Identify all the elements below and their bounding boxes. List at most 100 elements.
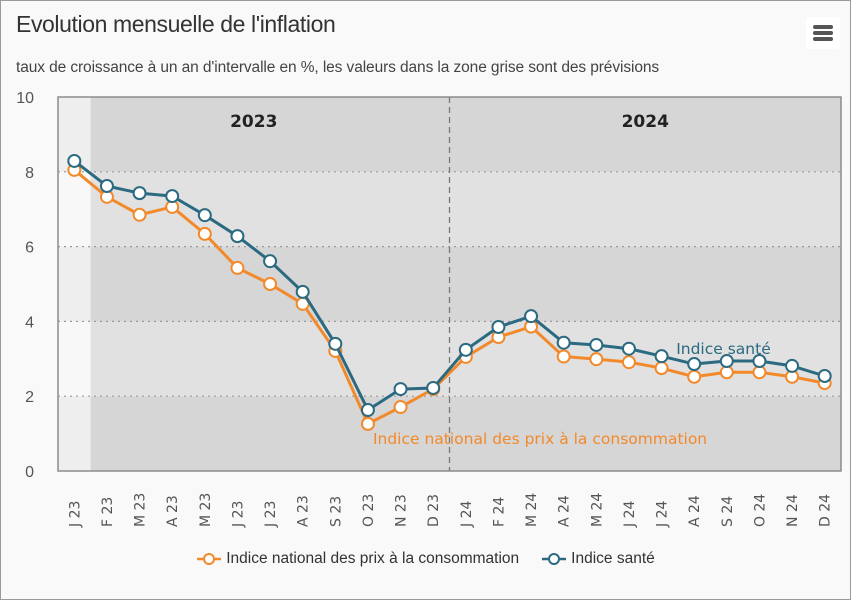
x-tick-label: O 24 — [752, 494, 768, 527]
x-tick-label: S 24 — [720, 496, 736, 527]
x-tick-label: D 24 — [818, 494, 834, 527]
x-tick-label: M 23 — [133, 493, 149, 527]
data-point-sante — [491, 320, 506, 335]
plot-background-bands — [58, 97, 841, 471]
data-point-sante — [67, 153, 82, 168]
x-tick-label: S 23 — [328, 496, 344, 527]
data-point-ipc — [687, 369, 702, 384]
legend-circle-sante — [548, 553, 561, 565]
data-point-sante — [556, 335, 571, 350]
y-tick-label: 4 — [25, 314, 34, 331]
data-point-ipc — [589, 352, 604, 367]
data-point-sante — [295, 284, 310, 299]
data-point-sante — [687, 357, 702, 372]
legend-label-sante: Indice santé — [571, 550, 655, 567]
forecast-band — [90, 246, 841, 322]
x-tick-label: F 24 — [491, 497, 507, 527]
actual-band — [58, 321, 91, 397]
legend-label-ipc: Indice national des prix à la consommati… — [226, 550, 520, 567]
legend: Indice national des prix à la consommati… — [0, 550, 851, 568]
legend-circle-ipc — [203, 553, 216, 565]
x-tick-label: J 24 — [622, 501, 638, 528]
hamburger-menu-icon — [813, 25, 833, 29]
chart-subtitle: taux de croissance à un an d'intervalle … — [16, 59, 660, 76]
actual-band — [58, 171, 91, 247]
data-point-ipc — [360, 416, 375, 431]
y-tick-label: 6 — [25, 240, 34, 257]
plot-border — [57, 96, 842, 472]
x-tick-label: M 23 — [198, 493, 214, 527]
x-tick-label: M 24 — [524, 493, 540, 527]
hamburger-menu-icon-bar — [813, 31, 833, 35]
data-point-ipc — [263, 277, 278, 291]
legend-marker-icon — [542, 553, 567, 565]
data-point-sante — [132, 186, 147, 201]
forecast-band — [90, 396, 841, 471]
x-tick-label: N 24 — [785, 494, 801, 527]
data-point-ipc — [230, 260, 245, 275]
data-point-ipc — [654, 361, 669, 376]
forecast-band — [90, 171, 841, 247]
x-tick-label: J 24 — [655, 501, 671, 528]
series-group — [67, 153, 832, 431]
data-point-ipc — [719, 365, 734, 380]
data-point-sante — [328, 336, 343, 351]
forecast-band — [90, 97, 841, 172]
data-point-sante — [719, 354, 734, 369]
x-axis-ticks: J 23 F 23 M 23 A 23 M 23 J 23 J 23 A 23 S 23 O 23… — [67, 493, 833, 528]
actual-band — [58, 396, 91, 471]
x-tick-label: M 24 — [589, 493, 605, 527]
y-tick-label: 10 — [16, 90, 34, 107]
y-axis-ticks: 0 2 4 6 8 10 — [16, 90, 34, 481]
data-point-ipc — [752, 365, 767, 380]
series-annotation-ipc: Indice national des prix à la consommati… — [373, 430, 707, 448]
data-point-sante — [263, 254, 278, 269]
year-label: 2023 — [230, 112, 277, 132]
x-tick-label: J 23 — [263, 501, 279, 528]
x-tick-label: D 23 — [426, 494, 442, 527]
series-annotations: Indice national des prix à la consommati… — [373, 340, 771, 448]
data-point-sante — [230, 229, 245, 244]
y-tick-label: 0 — [25, 464, 34, 481]
chart-menu-button[interactable] — [806, 17, 840, 49]
chart-title: Evolution mensuelle de l'inflation — [16, 11, 336, 37]
actual-band — [58, 246, 91, 322]
x-tick-label: A 24 — [687, 495, 703, 527]
data-point-sante — [621, 341, 636, 356]
grid-lines — [58, 97, 841, 471]
data-point-sante — [458, 342, 473, 357]
data-point-sante — [752, 354, 767, 369]
data-point-ipc — [197, 226, 212, 241]
y-tick-label: 2 — [25, 389, 34, 406]
x-tick-label: F 23 — [100, 497, 116, 527]
legend-item-ipc[interactable]: Indice national des prix à la consommati… — [196, 550, 519, 568]
data-point-sante — [654, 349, 669, 364]
data-point-sante — [393, 382, 408, 397]
data-point-sante — [785, 358, 800, 373]
x-tick-label: J 23 — [230, 501, 246, 528]
data-point-ipc — [132, 207, 147, 222]
x-tick-label: A 23 — [165, 495, 181, 527]
year-labels: 2023 2024 — [230, 112, 669, 132]
data-point-ipc — [556, 349, 571, 364]
data-point-sante — [99, 179, 114, 194]
legend-item-sante[interactable]: Indice santé — [541, 550, 655, 568]
x-tick-label: O 23 — [361, 494, 377, 527]
x-tick-label: N 23 — [394, 494, 410, 527]
x-tick-label: J 24 — [459, 501, 475, 528]
data-point-sante — [524, 309, 539, 324]
hamburger-menu-icon-bar — [813, 37, 833, 41]
data-point-ipc — [621, 355, 636, 370]
legend-marker-icon — [197, 553, 222, 565]
y-tick-label: 8 — [25, 165, 34, 182]
data-point-sante — [426, 380, 441, 395]
data-point-sante — [360, 403, 375, 418]
series-annotation-sante: Indice santé — [676, 340, 771, 358]
data-point-sante — [165, 189, 180, 204]
data-point-sante — [197, 208, 212, 223]
x-tick-label: J 23 — [67, 501, 83, 528]
x-tick-label: A 23 — [296, 495, 312, 527]
year-label: 2024 — [622, 112, 669, 132]
data-point-sante — [817, 369, 832, 384]
